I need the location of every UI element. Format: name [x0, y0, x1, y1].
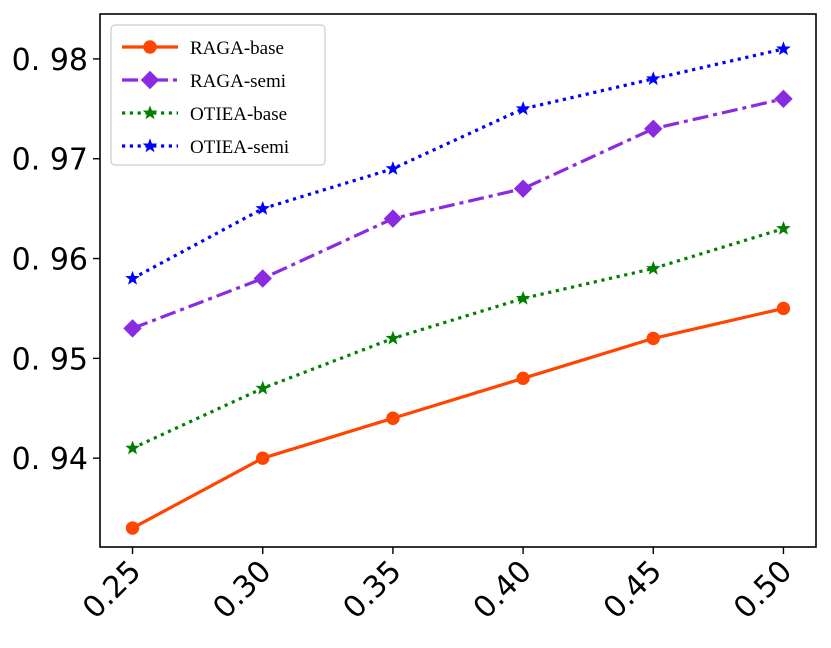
- data-point-raga-semi: [774, 89, 793, 109]
- series-layer: [123, 41, 793, 535]
- data-point-otiea-base: [776, 220, 791, 235]
- legend-label-otiea-base: OTIEA-base: [190, 104, 287, 125]
- data-point-otiea-semi: [255, 200, 271, 215]
- legend-label-otiea-semi: OTIEA-semi: [190, 137, 289, 158]
- legend-frame: [110, 24, 326, 166]
- legend: RAGA-base RAGA-semi OTIEA-base OTIEA-semi: [110, 24, 326, 166]
- legend-label-raga-semi: RAGA-semi: [190, 71, 286, 92]
- y-tick-label: 0. 97: [12, 143, 88, 178]
- x-tick-label: 0.30: [206, 554, 278, 626]
- data-point-raga-semi: [644, 119, 663, 138]
- legend-marker-otiea-semi: [142, 138, 158, 153]
- y-tick-label: 0. 96: [12, 243, 88, 278]
- x-tick-label: 0.50: [727, 554, 799, 626]
- data-point-otiea-semi: [515, 101, 531, 116]
- data-point-otiea-base: [645, 260, 661, 275]
- data-point-raga-base: [256, 451, 270, 465]
- data-point-otiea-semi: [776, 41, 791, 56]
- legend-label-raga-base: RAGA-base: [190, 38, 284, 59]
- data-point-otiea-base: [385, 330, 401, 345]
- data-point-otiea-semi: [125, 270, 140, 285]
- data-point-raga-semi: [513, 179, 533, 198]
- data-point-otiea-base: [255, 380, 271, 395]
- data-point-raga-semi: [123, 319, 142, 338]
- legend-marker-raga-base: [143, 40, 157, 54]
- data-point-otiea-base: [125, 440, 140, 455]
- plot-frame: [99, 13, 817, 548]
- x-tick-label: 0.45: [597, 554, 669, 626]
- series-line-otiea-base: [131, 227, 784, 450]
- data-point-otiea-semi: [385, 161, 401, 175]
- data-point-otiea-semi: [645, 71, 661, 86]
- data-point-raga-semi: [253, 269, 272, 288]
- x-tick-label: 0.35: [337, 554, 409, 626]
- series-line-raga-base: [131, 306, 784, 530]
- data-point-raga-base: [776, 301, 791, 316]
- y-tick-label: 0. 95: [12, 342, 88, 377]
- legend-marker-raga-semi: [140, 70, 160, 90]
- y-tick-label: 0. 98: [12, 43, 88, 78]
- data-point-otiea-base: [515, 290, 531, 305]
- x-tick-label: 0.25: [76, 554, 148, 626]
- x-tick-label: 0.40: [467, 554, 539, 626]
- data-point-raga-base: [125, 521, 140, 535]
- data-point-raga-semi: [383, 209, 403, 228]
- y-tick-label: 0. 94: [12, 442, 88, 477]
- data-point-raga-base: [646, 331, 660, 346]
- series-line-raga-semi: [131, 97, 784, 330]
- data-point-raga-base: [386, 411, 400, 425]
- data-point-raga-base: [516, 371, 530, 386]
- legend-marker-otiea-base: [142, 105, 158, 120]
